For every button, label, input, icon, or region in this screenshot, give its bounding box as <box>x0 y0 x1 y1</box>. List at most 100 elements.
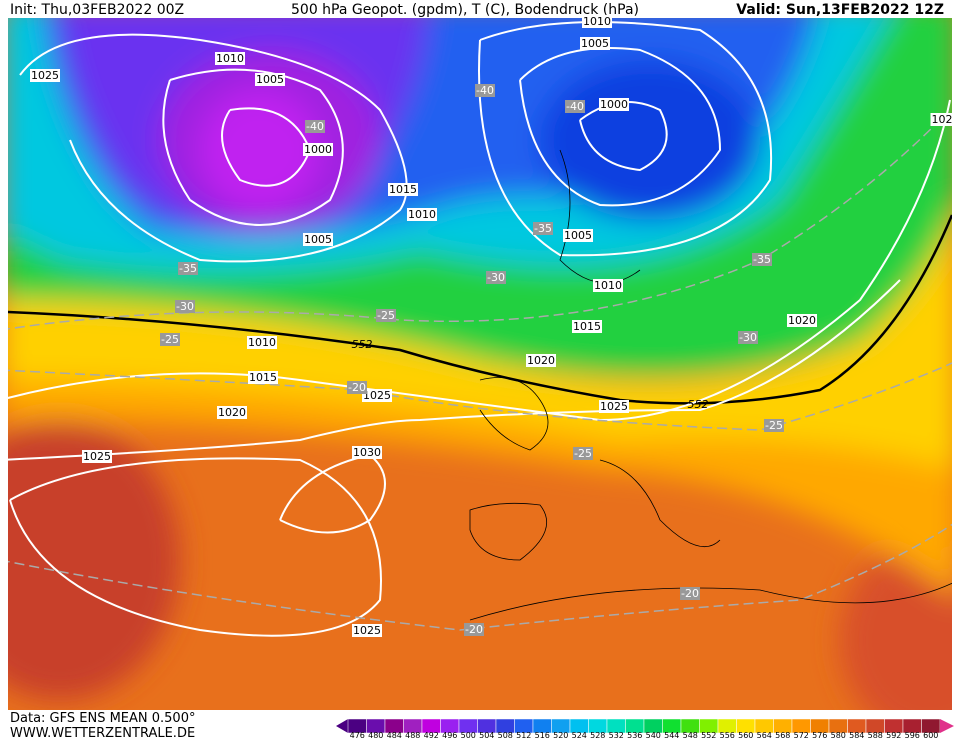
temperature-label: -35 <box>753 253 771 266</box>
geopotential-label: 552 <box>352 338 373 351</box>
temperature-label-box <box>175 300 195 313</box>
colorbar-label: 504 <box>479 731 494 740</box>
colorbar-label: 584 <box>849 731 864 740</box>
isobar-label-box <box>215 52 245 65</box>
temperature-label: -30 <box>487 271 505 284</box>
isobar-label-box <box>599 400 629 413</box>
colorbar-label: 592 <box>886 731 901 740</box>
colorbar-label: 520 <box>553 731 568 740</box>
temperature-label-box <box>347 381 367 394</box>
temperature-label: -30 <box>739 331 757 344</box>
colorbar-label: 596 <box>905 731 920 740</box>
colorbar-label: 528 <box>590 731 605 740</box>
isobar-label-box <box>82 450 112 463</box>
data-source: Data: GFS ENS MEAN 0.500° <box>10 711 195 726</box>
temperature-label-box <box>475 84 495 97</box>
colorbar-label: 536 <box>627 731 642 740</box>
isobar-label-box <box>388 183 418 196</box>
temperature-label: -20 <box>348 381 366 394</box>
isobar-label: 1000 <box>304 143 332 156</box>
valid-time: Valid: Sun,13FEB2022 12Z <box>736 2 944 18</box>
isotherms <box>8 119 952 631</box>
isobar-label: 1015 <box>249 371 277 384</box>
isobar-label-box <box>352 446 382 459</box>
temperature-label-box <box>178 262 198 275</box>
temperature-label: -40 <box>476 84 494 97</box>
temperature-label-box <box>533 222 553 235</box>
isobar-label-box <box>930 113 954 126</box>
colorbar-arrow <box>940 719 954 733</box>
temperature-label-box <box>464 623 484 636</box>
temperature-label-box <box>764 419 784 432</box>
temperature-label-box <box>376 309 396 322</box>
colorbar-label: 568 <box>775 731 790 740</box>
colorbar-label: 564 <box>757 731 772 740</box>
isobar-label: 1015 <box>389 183 417 196</box>
isobar-label: 1010 <box>248 336 276 349</box>
temperature-label-box <box>305 120 325 133</box>
temperature-label-box <box>160 333 180 346</box>
isobar-label: 1025 <box>83 450 111 463</box>
colorbar-label: 576 <box>812 731 827 740</box>
isobar-label: 1020 <box>788 314 816 327</box>
colorbar-label: 548 <box>683 731 698 740</box>
colorbar-label: 484 <box>387 731 402 740</box>
colorbar-label: 488 <box>405 731 420 740</box>
temperature-label: -25 <box>377 309 395 322</box>
isobar-label-box <box>563 229 593 242</box>
isobar-label-box <box>599 98 629 111</box>
website: WWW.WETTERZENTRALE.DE <box>10 726 195 741</box>
colorbar-label: 516 <box>535 731 550 740</box>
isobar-label-box <box>593 279 623 292</box>
isobar-label: 102 <box>932 113 953 126</box>
colorbar-label: 560 <box>738 731 753 740</box>
colorbar-label: 540 <box>646 731 661 740</box>
isobar-label: 1005 <box>256 73 284 86</box>
isobar-label-box <box>526 354 556 367</box>
temperature-label-box <box>680 587 700 600</box>
map-title: 500 hPa Geopot. (gpdm), T (C), Bodendruc… <box>291 2 639 18</box>
colorbar-label: 500 <box>461 731 476 740</box>
isobar-label: 1025 <box>363 389 391 402</box>
isobar-label-box <box>572 320 602 333</box>
temperature-label: -25 <box>574 447 592 460</box>
colorbar-arrow <box>336 719 348 733</box>
colorbar-label: 492 <box>424 731 439 740</box>
temperature-label: -25 <box>161 333 179 346</box>
isobar-label: 1010 <box>583 15 611 28</box>
colorbar-label: 556 <box>720 731 735 740</box>
isobar-label: 1005 <box>581 37 609 50</box>
isobar-label-box <box>248 371 278 384</box>
colorbar-label: 508 <box>498 731 513 740</box>
isobar-label: 1005 <box>564 229 592 242</box>
isobar-label-box <box>362 389 392 402</box>
temperature-label: -20 <box>465 623 483 636</box>
colorbar-label: 580 <box>831 731 846 740</box>
isobar-label-box <box>255 73 285 86</box>
isobar-label-box <box>352 624 382 637</box>
colorbar-label: 572 <box>794 731 809 740</box>
temperature-label: -25 <box>765 419 783 432</box>
isobar-label-box <box>303 233 333 246</box>
isobar-label-box <box>303 143 333 156</box>
colorbar-label: 480 <box>368 731 383 740</box>
temperature-label: -40 <box>566 100 584 113</box>
isobar-label-box <box>580 37 610 50</box>
isobar-label: 1025 <box>600 400 628 413</box>
isobar-label: 1010 <box>408 208 436 221</box>
isobar-label: 1030 <box>353 446 381 459</box>
colorbar-label: 588 <box>868 731 883 740</box>
temperature-label: -35 <box>534 222 552 235</box>
temperature-label-box <box>486 271 506 284</box>
isobar-label: 1000 <box>600 98 628 111</box>
isobar-label-box <box>30 69 60 82</box>
colorbar-label: 544 <box>664 731 679 740</box>
temperature-label: -30 <box>176 300 194 313</box>
colorbar-label: 496 <box>442 731 457 740</box>
temperature-label-box <box>752 253 772 266</box>
colorbar-label: 552 <box>701 731 716 740</box>
isobar-label: 1020 <box>527 354 555 367</box>
temperature-label-box <box>565 100 585 113</box>
temperature-label: -35 <box>179 262 197 275</box>
